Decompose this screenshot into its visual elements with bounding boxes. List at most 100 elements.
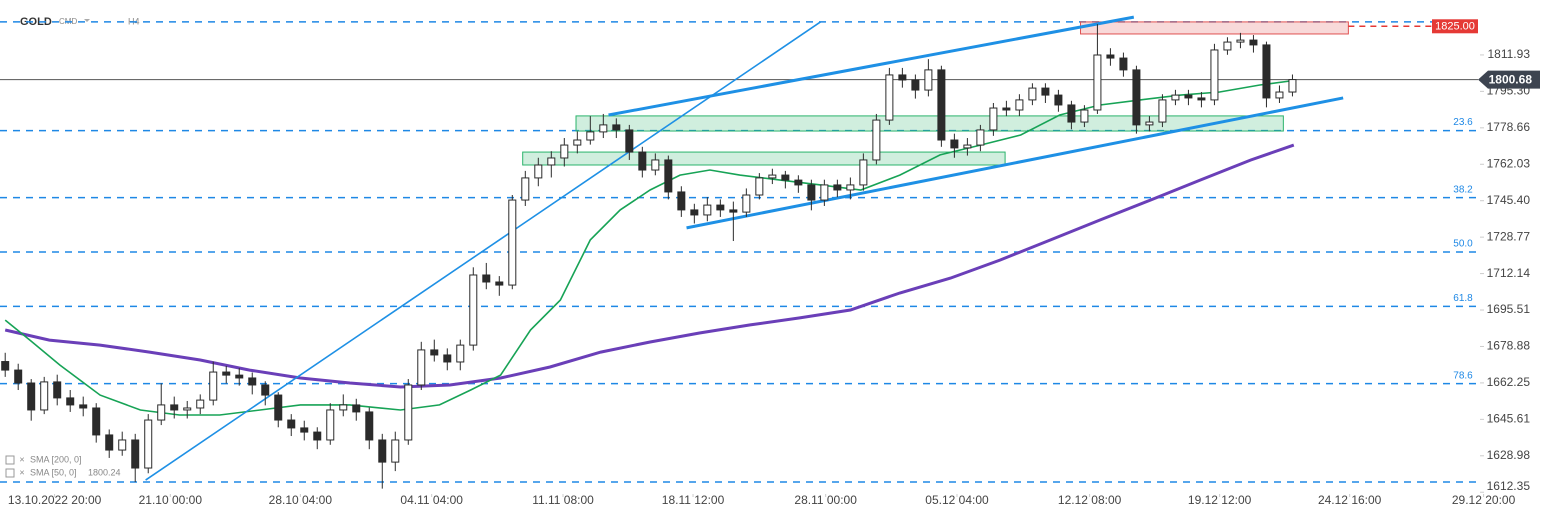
legend-close[interactable]: × <box>19 454 24 464</box>
candle-body <box>846 184 855 191</box>
x-tick-label: 18.11 12:00 <box>662 493 725 507</box>
legend-icon <box>5 455 15 465</box>
candle-body <box>209 371 218 401</box>
candle-body <box>1002 107 1011 111</box>
candle-body <box>755 177 764 196</box>
x-tick-label: 13.10.2022 20:00 <box>8 493 102 507</box>
candle-body <box>1145 121 1154 126</box>
candle-body <box>963 144 972 149</box>
candle-body <box>27 382 36 411</box>
trendline <box>145 21 821 481</box>
x-tick-label: 21.10 00:00 <box>139 493 203 507</box>
candle-body <box>300 427 309 433</box>
legend-close[interactable]: × <box>19 467 24 477</box>
candle-body <box>79 404 88 409</box>
candle-body <box>1223 41 1232 51</box>
candle-body <box>989 107 998 131</box>
candle-body <box>677 191 686 211</box>
candle-body <box>625 129 634 153</box>
candle-body <box>40 381 49 411</box>
candle-body <box>976 129 985 146</box>
candle-body <box>92 407 101 436</box>
candle-body <box>1093 54 1102 111</box>
candle-body <box>547 157 556 166</box>
fib-label: 23.6 <box>1453 117 1473 128</box>
legend-icon <box>5 468 15 478</box>
candle-body <box>586 131 595 141</box>
y-tick-label: 1678.88 <box>1487 339 1531 353</box>
x-tick-label: 19.12 12:00 <box>1188 493 1252 507</box>
candle-body <box>183 407 192 411</box>
dropdown-icon[interactable] <box>84 19 90 22</box>
candle-body <box>443 354 452 363</box>
candle-body <box>1275 91 1284 99</box>
y-tick-label: 1811.93 <box>1488 47 1531 61</box>
candle-body <box>1015 99 1024 111</box>
alert-label-box <box>1432 19 1478 34</box>
candle-body <box>313 431 322 441</box>
candle-body <box>1158 99 1167 123</box>
y-tick-label: 1645.61 <box>1487 412 1531 426</box>
candle-body <box>534 164 543 179</box>
candle-body <box>1067 104 1076 123</box>
x-tick-label: 29.12 20:00 <box>1452 493 1516 507</box>
candle-body <box>1288 79 1297 93</box>
x-tick-label: 11.11 08:00 <box>532 493 594 507</box>
fib-label: 61.8 <box>1453 293 1473 304</box>
y-tick-label: 1612.35 <box>1487 479 1531 493</box>
candle-body <box>742 194 751 213</box>
y-tick-label: 1695.51 <box>1487 302 1531 316</box>
y-tick-label: 1762.03 <box>1487 156 1531 170</box>
candle-body <box>716 204 725 211</box>
candle-body <box>820 184 829 201</box>
x-tick-label: 05.12 04:00 <box>925 493 989 507</box>
candle-body <box>235 374 244 379</box>
candle-body <box>872 119 881 161</box>
candle-body <box>690 209 699 216</box>
candle-body <box>768 174 777 179</box>
last-price-box <box>1478 70 1540 89</box>
candle-body <box>170 404 179 411</box>
last-price-label: 1800.68 <box>1489 72 1533 86</box>
candle-body <box>391 439 400 463</box>
x-tick-label: 24.12 16:00 <box>1318 493 1382 507</box>
candle-body <box>651 159 660 171</box>
candle-body <box>404 384 413 441</box>
candle-body <box>1262 44 1271 99</box>
x-tick-label: 04.11 04:00 <box>400 493 463 507</box>
candle-body <box>885 74 894 121</box>
candle-body <box>664 159 673 193</box>
zone <box>1080 21 1349 35</box>
candle-body <box>781 174 790 181</box>
candle-body <box>1 361 10 371</box>
candle-body <box>703 204 712 216</box>
candle-body <box>599 124 608 133</box>
legend-entry: SMA [200, 0] <box>30 454 82 464</box>
candle-body <box>729 209 738 213</box>
candle-body <box>430 349 439 356</box>
candle-body <box>222 371 231 376</box>
legend-value: 1800.24 <box>88 467 121 477</box>
candle-body <box>14 369 23 384</box>
candle-body <box>339 404 348 411</box>
candle-body <box>131 439 140 469</box>
candle-body <box>1119 57 1128 71</box>
candle-body <box>1028 87 1037 101</box>
candle-body <box>924 69 933 91</box>
moving-average <box>4 143 1295 389</box>
candle-body <box>1106 54 1115 59</box>
candle-body <box>1132 69 1141 126</box>
candle-body <box>417 349 426 386</box>
candle-body <box>482 274 491 283</box>
symbol: GOLD <box>20 16 52 28</box>
candle-body <box>1080 109 1089 123</box>
candle-body <box>157 404 166 421</box>
candle-body <box>1041 87 1050 96</box>
candle-body <box>1054 94 1063 106</box>
candle-body <box>638 151 647 171</box>
candle-body <box>144 419 153 469</box>
candle-body <box>911 79 920 91</box>
candle-body <box>1171 94 1180 101</box>
candle-body <box>53 381 62 399</box>
